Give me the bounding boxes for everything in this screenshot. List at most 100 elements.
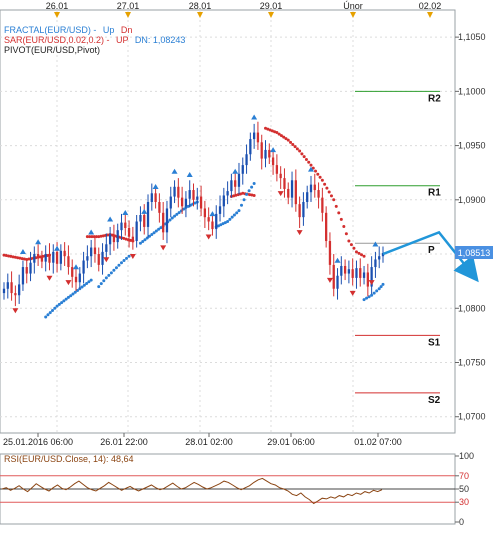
sar-dot: [89, 278, 93, 282]
sar-dot: [228, 217, 232, 221]
fractal-down-marker: [12, 308, 19, 314]
legend-fractal-up: Up: [103, 25, 115, 35]
sar-dot: [318, 175, 322, 179]
sar-dot: [48, 311, 52, 315]
fractal-up-marker: [107, 216, 114, 222]
sar-dot: [97, 285, 101, 289]
candle-body: [173, 186, 176, 197]
candle-body: [146, 201, 150, 227]
candle-body: [218, 206, 222, 214]
date-marker-icon: [197, 12, 203, 18]
candle-body: [25, 267, 28, 274]
sar-dot: [320, 178, 324, 182]
sar-dot: [85, 282, 89, 286]
sar-dot: [112, 268, 116, 272]
sar-dot: [342, 225, 346, 229]
sar-dot: [73, 290, 77, 294]
candle-body: [52, 251, 55, 263]
sar-dot: [122, 236, 126, 240]
sar-dot: [247, 189, 251, 193]
sar-dot: [357, 251, 361, 255]
fractal-down-marker: [349, 290, 356, 296]
sar-dot: [80, 285, 84, 289]
sar-dot: [99, 234, 103, 238]
sar-dot: [232, 213, 236, 217]
top-date-label: Únor: [343, 1, 363, 11]
rsi-tick-label: 0: [459, 517, 464, 527]
candle-body: [279, 173, 282, 179]
current-price-value: 1,08513: [458, 248, 491, 258]
current-price-tag: 1,08513: [455, 246, 493, 259]
candle-body: [67, 256, 70, 268]
sar-dot: [46, 313, 50, 317]
fractal-up-marker: [186, 172, 193, 178]
sar-dot: [268, 128, 272, 132]
sar-dot: [232, 194, 236, 198]
sar-dot: [16, 256, 20, 260]
fractal-down-marker: [160, 245, 167, 251]
candle-body: [321, 197, 324, 213]
candle-body: [343, 265, 347, 274]
sar-dot: [327, 190, 331, 194]
price-tick-label: 1,1050: [458, 32, 486, 42]
rsi-levels: [0, 475, 455, 503]
candle-body: [78, 273, 81, 283]
sar-dot: [293, 145, 297, 149]
candle-body: [40, 257, 44, 262]
date-marker-icon: [268, 12, 274, 18]
sar-dot: [53, 306, 57, 310]
date-marker-icon: [350, 12, 356, 18]
sar-dot: [325, 186, 329, 190]
fractal-up-marker: [35, 239, 42, 245]
sar-dot: [129, 238, 133, 242]
sar-dot: [117, 263, 121, 267]
sar-dot: [92, 235, 96, 239]
sar-dot: [168, 218, 172, 222]
sar-dot: [154, 229, 158, 233]
sar-dot: [94, 235, 98, 239]
candle-body: [351, 269, 354, 278]
candle-body: [71, 267, 74, 277]
rsi-tick-label: 100: [459, 451, 474, 461]
candle-body: [237, 173, 241, 187]
candle-body: [93, 247, 97, 255]
legend-pivot-label: PIVOT(EUR/USD,Pivot): [4, 45, 100, 55]
candle-body: [211, 221, 214, 230]
sar-dot: [241, 191, 245, 195]
sar-dot: [13, 255, 17, 259]
candle-body: [33, 254, 36, 263]
sar-dot: [347, 239, 351, 243]
candle-body: [55, 251, 59, 264]
fractal-up-marker: [251, 114, 258, 120]
candle-body: [143, 214, 146, 227]
sar-dot: [304, 157, 308, 161]
sar-dot: [44, 315, 48, 319]
rsi-label: RSI(EUR/USD.Close, 14): 48,64: [4, 454, 134, 464]
candle-body: [48, 254, 51, 263]
candle-body: [325, 212, 328, 242]
candle-body: [162, 212, 165, 233]
svg-text:SAR(EUR/USD,0.02,0.2) -: SAR(EUR/USD,0.02,0.2) - UP DN: 1,08243: [4, 35, 185, 45]
candle-body: [120, 222, 123, 231]
sar-dot: [314, 169, 318, 173]
fractal-up-marker: [19, 249, 26, 255]
sar-dot: [381, 282, 385, 286]
candle-body: [245, 154, 248, 166]
sar-dot: [379, 285, 383, 289]
sar-dot: [344, 232, 348, 236]
sar-dot: [237, 209, 241, 213]
candle-body: [359, 268, 362, 278]
sar-dot: [141, 239, 145, 243]
sar-dot: [323, 182, 327, 186]
sar-dot: [349, 243, 353, 247]
sar-dot: [309, 163, 313, 167]
sar-dot: [334, 204, 338, 208]
sar-dot: [372, 291, 376, 295]
rsi-tick-label: 70: [459, 471, 469, 481]
candle-body: [196, 196, 199, 200]
sar-dot: [242, 198, 246, 202]
sar-dot: [295, 147, 299, 151]
date-marker-icon: [125, 12, 131, 18]
candle-body: [340, 265, 343, 276]
price-tick-label: 1,1000: [458, 86, 486, 96]
